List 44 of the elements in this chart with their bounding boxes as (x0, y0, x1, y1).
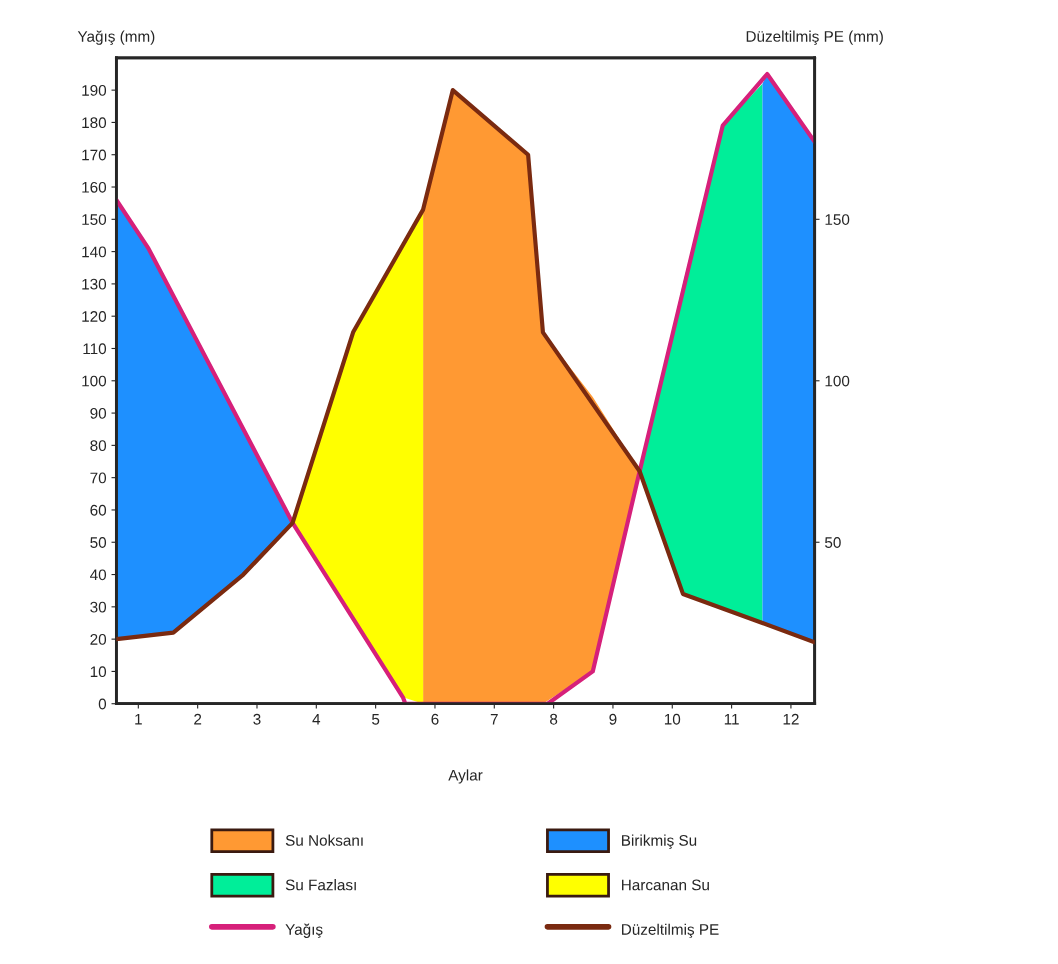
y2-tick-label: 100 (825, 375, 850, 387)
legend-label: Düzeltilmiş PE (622, 923, 719, 938)
x-tick-label: 7 (490, 714, 498, 725)
y-tick-label: 160 (82, 181, 107, 193)
y-tick-label: 180 (82, 117, 107, 129)
y-tick-label: 150 (82, 214, 107, 225)
y-tick-label: 190 (82, 85, 107, 96)
x-tick-label: 4 (312, 714, 321, 725)
x-tick-label: 12 (783, 713, 799, 725)
y2-tick-label: 50 (824, 537, 841, 548)
y-tick-label: 10 (90, 666, 107, 678)
y-tick-label: 110 (83, 343, 107, 355)
y-tick-label: 20 (90, 634, 107, 645)
y2-tick-label: 150 (825, 214, 850, 225)
x-tick-label: 11 (724, 714, 739, 725)
y-tick-label: 140 (82, 246, 107, 258)
x-tick-label: 2 (194, 713, 202, 725)
y-tick-label: 120 (82, 311, 107, 322)
y-tick-label: 50 (90, 537, 107, 548)
y-axis-title: Yağış (mm) (77, 30, 155, 45)
y-tick-label: 80 (90, 440, 107, 452)
y-tick-label: 170 (82, 149, 107, 161)
x-axis-title: Aylar (448, 769, 483, 784)
x-tick-label: 10 (664, 713, 681, 725)
legend-label: Birikmiş Su (622, 834, 697, 849)
y-tick-label: 60 (90, 504, 107, 516)
x-tick-label: 9 (609, 713, 617, 725)
x-tick-label: 5 (372, 714, 380, 725)
y-tick-label: 70 (90, 472, 107, 484)
x-tick-label: 1 (135, 714, 142, 725)
legend-label: Yağış (285, 923, 323, 938)
y-tick-label: 90 (90, 407, 107, 419)
y2-axis-title: Düzeltilmiş PE (mm) (746, 30, 883, 45)
x-tick-label: 6 (431, 713, 439, 725)
y-tick-label: 100 (82, 375, 107, 387)
y-tick-label: 0 (98, 698, 107, 710)
legend-label: Su Fazlası (285, 879, 356, 891)
legend-label: Su Noksanı (285, 834, 363, 846)
y-tick-label: 30 (90, 601, 107, 613)
y-tick-label: 40 (90, 569, 107, 581)
x-tick-label: 8 (550, 713, 558, 725)
legend-label: Harcanan Su (622, 879, 709, 891)
x-tick-label: 3 (253, 713, 261, 725)
y-tick-label: 130 (82, 278, 107, 290)
